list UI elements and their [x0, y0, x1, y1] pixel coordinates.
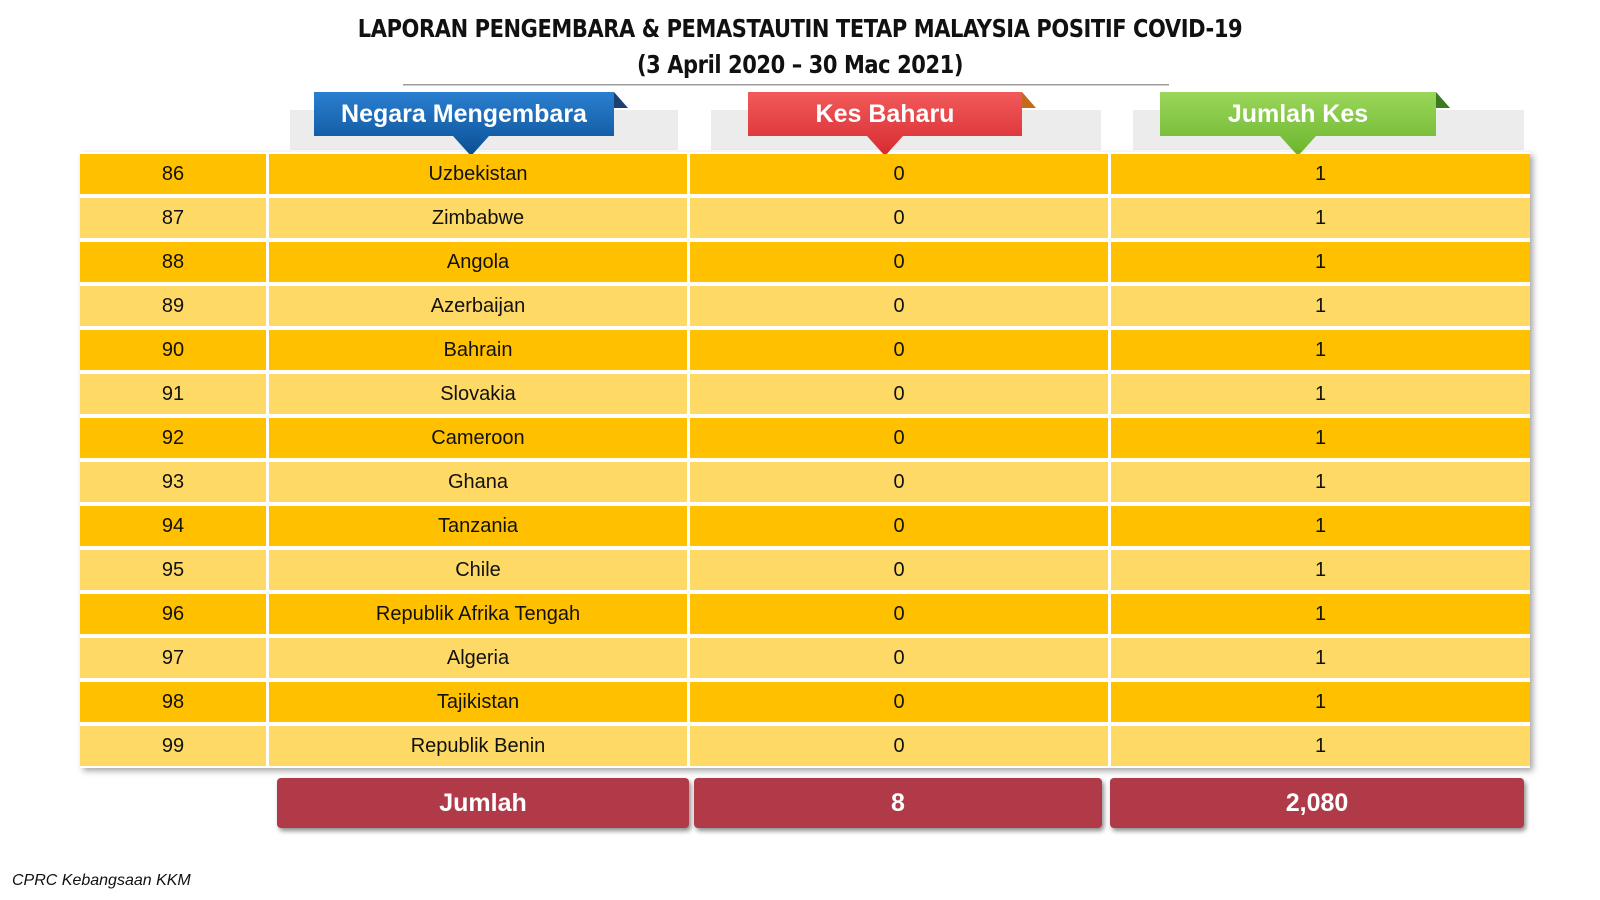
total-cases-cell: 1 — [1111, 286, 1530, 326]
country-cell: Bahrain — [269, 330, 687, 370]
table-row: 86 Uzbekistan 0 1 — [80, 152, 1530, 196]
table-row: 92 Cameroon 0 1 — [80, 416, 1530, 460]
new-cases-header-label: Kes Baharu — [815, 99, 955, 128]
new-cases-cell: 0 — [690, 594, 1108, 634]
new-cases-column-header: Kes Baharu — [748, 92, 1036, 156]
total-cases-cell: 1 — [1111, 154, 1530, 194]
total-cases-cell: 1 — [1111, 550, 1530, 590]
row-number-cell: 90 — [80, 330, 266, 370]
country-cell: Algeria — [269, 638, 687, 678]
new-cases-cell: 0 — [690, 154, 1108, 194]
total-cases-cell: 1 — [1111, 242, 1530, 282]
country-cell: Slovakia — [269, 374, 687, 414]
total-label-box: Jumlah — [277, 778, 689, 828]
total-cases-box: 2,080 — [1110, 778, 1524, 828]
new-cases-cell: 0 — [690, 726, 1108, 766]
new-cases-cell: 0 — [690, 330, 1108, 370]
new-cases-header-banner-shape — [748, 92, 1036, 156]
total-new-cases-box: 8 — [694, 778, 1102, 828]
new-cases-cell: 0 — [690, 198, 1108, 238]
country-column-header: Negara Mengembara — [314, 92, 628, 156]
country-case-table: 86 Uzbekistan 0 1 87 Zimbabwe 0 1 88 Angola 0 1 89 Az… — [80, 152, 1530, 768]
row-number-cell: 92 — [80, 418, 266, 458]
new-cases-cell: 0 — [690, 550, 1108, 590]
country-cell: Republik Benin — [269, 726, 687, 766]
total-cases-cell: 1 — [1111, 330, 1530, 370]
total-cases-cell: 1 — [1111, 198, 1530, 238]
new-cases-cell: 0 — [690, 286, 1108, 326]
table-row: 93 Ghana 0 1 — [80, 460, 1530, 504]
total-cases-cell: 1 — [1111, 374, 1530, 414]
new-cases-cell: 0 — [690, 506, 1108, 546]
row-number-cell: 87 — [80, 198, 266, 238]
total-cases-cell: 1 — [1111, 418, 1530, 458]
country-cell: Uzbekistan — [269, 154, 687, 194]
country-cell: Chile — [269, 550, 687, 590]
report-title: LAPORAN PENGEMBARA & PEMASTAUTIN TETAP M… — [357, 14, 1243, 43]
country-cell: Angola — [269, 242, 687, 282]
new-cases-cell: 0 — [690, 682, 1108, 722]
title-divider — [403, 84, 1169, 86]
country-cell: Zimbabwe — [269, 198, 687, 238]
row-number-cell: 88 — [80, 242, 266, 282]
report-date-range: (3 April 2020 – 30 Mac 2021) — [636, 50, 964, 79]
new-cases-cell: 0 — [690, 638, 1108, 678]
table-row: 91 Slovakia 0 1 — [80, 372, 1530, 416]
table-row: 98 Tajikistan 0 1 — [80, 680, 1530, 724]
row-number-cell: 94 — [80, 506, 266, 546]
total-cases-cell: 1 — [1111, 506, 1530, 546]
total-cases-header-banner-shape — [1160, 92, 1450, 156]
row-number-cell: 93 — [80, 462, 266, 502]
total-cases-cell: 1 — [1111, 638, 1530, 678]
table-row: 90 Bahrain 0 1 — [80, 328, 1530, 372]
country-header-label: Negara Mengembara — [341, 99, 587, 128]
table-row: 94 Tanzania 0 1 — [80, 504, 1530, 548]
row-number-cell: 96 — [80, 594, 266, 634]
row-number-cell: 86 — [80, 154, 266, 194]
table-row: 95 Chile 0 1 — [80, 548, 1530, 592]
row-number-cell: 98 — [80, 682, 266, 722]
new-cases-cell: 0 — [690, 462, 1108, 502]
table-row: 99 Republik Benin 0 1 — [80, 724, 1530, 768]
total-cases-cell: 1 — [1111, 682, 1530, 722]
total-cases-header-label: Jumlah Kes — [1227, 99, 1369, 128]
total-cases-cell: 1 — [1111, 726, 1530, 766]
row-number-cell: 97 — [80, 638, 266, 678]
row-number-cell: 95 — [80, 550, 266, 590]
source-footer: CPRC Kebangsaan KKM — [12, 872, 191, 889]
table-row: 87 Zimbabwe 0 1 — [80, 196, 1530, 240]
total-cases-column-header: Jumlah Kes — [1160, 92, 1450, 156]
country-cell: Cameroon — [269, 418, 687, 458]
table-row: 89 Azerbaijan 0 1 — [80, 284, 1530, 328]
country-header-banner-shape — [314, 92, 628, 156]
table-row: 96 Republik Afrika Tengah 0 1 — [80, 592, 1530, 636]
country-cell: Ghana — [269, 462, 687, 502]
row-number-cell: 91 — [80, 374, 266, 414]
total-cases-cell: 1 — [1111, 594, 1530, 634]
country-cell: Azerbaijan — [269, 286, 687, 326]
country-cell: Tanzania — [269, 506, 687, 546]
row-number-cell: 89 — [80, 286, 266, 326]
country-cell: Republik Afrika Tengah — [269, 594, 687, 634]
new-cases-cell: 0 — [690, 418, 1108, 458]
row-number-cell: 99 — [80, 726, 266, 766]
table-row: 88 Angola 0 1 — [80, 240, 1530, 284]
table-row: 97 Algeria 0 1 — [80, 636, 1530, 680]
new-cases-cell: 0 — [690, 242, 1108, 282]
country-cell: Tajikistan — [269, 682, 687, 722]
total-cases-cell: 1 — [1111, 462, 1530, 502]
new-cases-cell: 0 — [690, 374, 1108, 414]
